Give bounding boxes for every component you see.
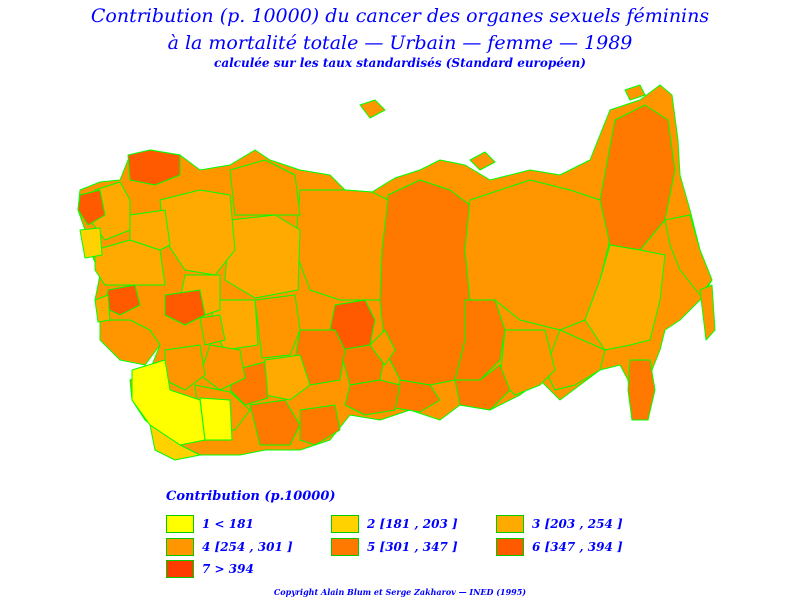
legend-item-4: 4 [254 , 301 ] <box>166 538 293 556</box>
region-gorky <box>164 289 206 326</box>
legend-swatch-4 <box>166 538 194 556</box>
legend-label-1: 1 < 181 <box>202 517 254 531</box>
region-rostov <box>99 319 161 366</box>
region-novosibirsk <box>339 344 386 386</box>
region-north-caucasus-1 <box>199 397 233 441</box>
region-saratov <box>249 399 301 446</box>
legend-swatch-5 <box>331 538 359 556</box>
legend-label-6: 6 [347 , 394 ] <box>532 540 623 554</box>
legend-item-1: 1 < 181 <box>166 515 254 533</box>
legend-label-7: 7 > 394 <box>202 562 254 576</box>
region-nenets <box>229 159 301 216</box>
region-sakhalin <box>699 284 716 341</box>
legend-label-5: 5 [301 , 347 ] <box>367 540 458 554</box>
region-murmansk <box>127 149 181 186</box>
region-irkutsk <box>454 299 506 381</box>
legend-swatch-7 <box>166 560 194 578</box>
region-krasnodar <box>94 294 111 323</box>
legend-swatch-3 <box>496 515 524 533</box>
legend-item-7: 7 > 394 <box>166 560 254 578</box>
legend-item-6: 6 [347 , 394 ] <box>496 538 623 556</box>
region-buryatia <box>454 364 511 411</box>
legend-label-4: 4 [254 , 301 ] <box>202 540 293 554</box>
legend-label-2: 2 [181 , 203 ] <box>367 517 458 531</box>
legend-item-3: 3 [203 , 254 ] <box>496 515 623 533</box>
region-khabarovsk <box>584 244 666 351</box>
region-krasnoyarsk <box>379 179 471 386</box>
region-altai <box>344 379 401 416</box>
map-title: Contribution (p. 10000) du cancer des or… <box>90 5 710 27</box>
region-kemerovo <box>369 329 396 366</box>
map-subtitle-method: calculée sur les taux standardisés (Stan… <box>214 56 586 70</box>
legend-label-3: 3 [203 , 254 ] <box>532 517 623 531</box>
region-primorye <box>627 359 656 421</box>
legend-swatch-2 <box>331 515 359 533</box>
region-tyumen <box>294 189 389 301</box>
region-volgograd <box>299 404 341 446</box>
copyright-notice: Copyright Alain Blum et Serge Zakharov —… <box>273 587 527 597</box>
region-pskov <box>79 227 103 259</box>
legend-item-2: 2 [181 , 203 ] <box>331 515 458 533</box>
legend-item-5: 5 [301 , 347 ] <box>331 538 458 556</box>
region-island-severnaya <box>469 151 496 171</box>
legend-swatch-6 <box>496 538 524 556</box>
map-subtitle: à la mortalité totale — Urbain — femme —… <box>167 32 633 54</box>
region-island-novaya-zemlya <box>359 99 386 119</box>
region-leningrad <box>77 189 106 226</box>
region-north-caucasus-2 <box>149 424 201 461</box>
region-sverdlovsk <box>254 294 301 359</box>
region-kazan <box>199 314 226 346</box>
region-island-wrangel <box>624 84 646 101</box>
region-komi <box>224 214 301 299</box>
region-vologda <box>129 209 171 251</box>
legend-swatch-1 <box>166 515 194 533</box>
legend-title: Contribution (p.10000) <box>166 489 336 504</box>
